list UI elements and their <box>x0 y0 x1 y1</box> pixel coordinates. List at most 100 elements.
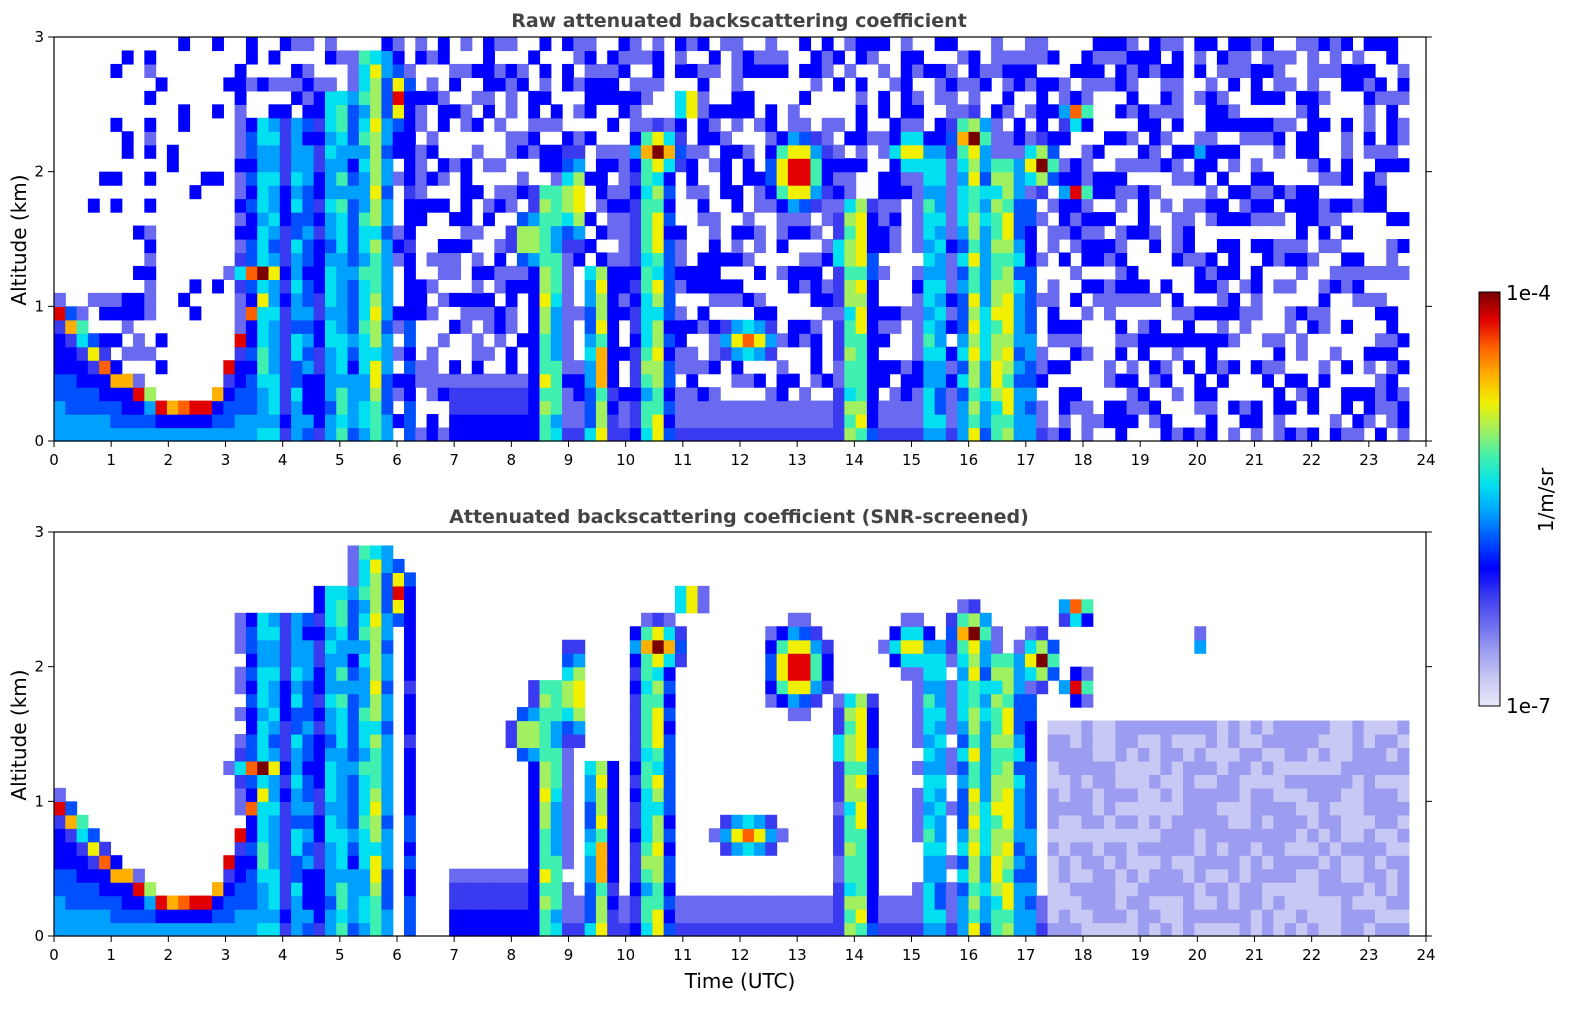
heatmap-cell <box>912 666 924 681</box>
heatmap-cell <box>460 373 473 388</box>
heatmap-cell <box>833 117 845 132</box>
heatmap-cell <box>1002 319 1015 334</box>
heatmap-cell <box>957 117 970 132</box>
heatmap-cell <box>945 279 958 294</box>
heatmap-cell <box>279 239 292 254</box>
heatmap-cell <box>754 346 766 361</box>
heatmap-cell <box>968 427 981 442</box>
heatmap-cell <box>268 895 281 910</box>
heatmap-cell <box>539 279 552 294</box>
heatmap-cell <box>1024 774 1037 789</box>
heatmap-cell <box>347 828 360 843</box>
heatmap-cell <box>302 909 315 924</box>
heatmap-cell <box>516 707 529 722</box>
heatmap-cell <box>1341 909 1353 924</box>
heatmap-cell <box>539 158 552 173</box>
heatmap-cell <box>404 265 416 280</box>
heatmap-cell <box>1137 734 1150 749</box>
heatmap-cell <box>1352 265 1365 280</box>
heatmap-cell <box>268 333 281 348</box>
heatmap-cell <box>663 319 676 334</box>
heatmap-cell <box>268 252 281 267</box>
heatmap-cell <box>1363 292 1376 307</box>
heatmap-cell <box>1104 747 1116 762</box>
heatmap-cell <box>291 922 303 937</box>
heatmap-cell <box>1058 841 1071 856</box>
heatmap-cell <box>686 346 699 361</box>
heatmap-cell <box>787 158 800 173</box>
heatmap-cell <box>1092 185 1105 200</box>
heatmap-cell <box>1329 814 1342 829</box>
heatmap-cell <box>562 414 574 429</box>
heatmap-cell <box>381 158 394 173</box>
heatmap-cell <box>821 171 834 186</box>
heatmap-cell <box>945 252 958 267</box>
heatmap-cell <box>539 292 552 307</box>
heatmap-cell <box>991 760 1003 775</box>
heatmap-cell <box>381 306 394 321</box>
heatmap-cell <box>110 306 123 321</box>
heatmap-cell <box>1363 895 1376 910</box>
heatmap-cell <box>54 387 66 402</box>
heatmap-cell <box>663 612 676 627</box>
heatmap-cell <box>934 279 947 294</box>
heatmap-cell <box>1307 387 1320 402</box>
heatmap-cell <box>957 144 970 159</box>
heatmap-cell <box>1341 198 1353 213</box>
heatmap-cell <box>1058 599 1071 614</box>
heatmap-cell <box>1363 787 1376 802</box>
heatmap-cell <box>347 774 360 789</box>
heatmap-cell <box>674 333 687 348</box>
heatmap-cell <box>652 747 665 762</box>
heatmap-cell <box>968 292 981 307</box>
heatmap-cell <box>1363 414 1376 429</box>
heatmap-cell <box>968 77 981 92</box>
heatmap-cell <box>1374 720 1387 735</box>
heatmap-cell <box>121 868 134 883</box>
heatmap-cell <box>234 239 247 254</box>
heatmap-cell <box>968 144 981 159</box>
heatmap-cell <box>912 828 924 843</box>
heatmap-cell <box>1024 787 1037 802</box>
heatmap-cell <box>189 427 202 442</box>
heatmap-cell <box>629 77 642 92</box>
heatmap-cell <box>923 720 936 735</box>
heatmap-cell <box>505 225 518 240</box>
heatmap-cell <box>392 90 405 105</box>
heatmap-cell <box>370 612 383 627</box>
heatmap-cell <box>166 158 179 173</box>
heatmap-cell <box>516 77 529 92</box>
heatmap-cell <box>483 922 495 937</box>
y-tick-label: 2 <box>34 163 44 181</box>
heatmap-cell <box>234 373 247 388</box>
heatmap-cell <box>404 400 416 415</box>
heatmap-cell <box>494 117 507 132</box>
heatmap-cell <box>65 400 78 415</box>
heatmap-cell <box>336 882 349 897</box>
heatmap-cell <box>641 882 653 897</box>
heatmap-cell <box>324 131 337 146</box>
heatmap-cell <box>1228 292 1241 307</box>
heatmap-cell <box>844 360 857 375</box>
heatmap-cell <box>347 922 360 937</box>
heatmap-cell <box>1137 760 1150 775</box>
heatmap-cell <box>1205 279 1218 294</box>
heatmap-cell <box>358 387 371 402</box>
heatmap-cell <box>1216 104 1229 119</box>
heatmap-cell <box>878 895 891 910</box>
heatmap-cell <box>595 360 608 375</box>
heatmap-cell <box>641 895 653 910</box>
heatmap-cell <box>991 801 1003 816</box>
heatmap-cell <box>550 104 563 119</box>
heatmap-cell <box>595 828 608 843</box>
heatmap-cell <box>404 707 416 722</box>
heatmap-cell <box>1070 400 1083 415</box>
heatmap-cell <box>234 801 247 816</box>
heatmap-cell <box>415 212 428 227</box>
heatmap-cell <box>787 198 800 213</box>
heatmap-cell <box>381 319 394 334</box>
heatmap-cell <box>821 400 834 415</box>
heatmap-cell <box>1092 774 1105 789</box>
heatmap-cell <box>550 895 563 910</box>
heatmap-cell <box>178 292 191 307</box>
